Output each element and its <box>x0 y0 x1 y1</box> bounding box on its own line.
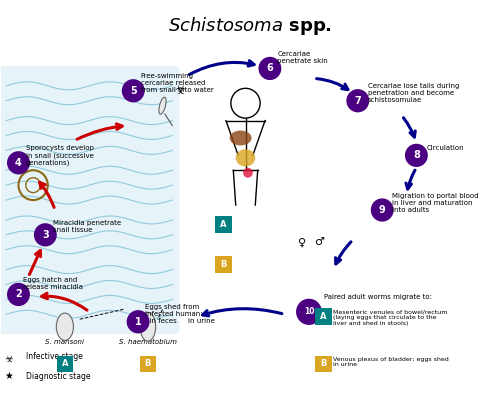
Text: ☣: ☣ <box>174 84 185 97</box>
Text: Paired adult worms migrate to:: Paired adult worms migrate to: <box>324 294 432 300</box>
Text: 4: 4 <box>15 158 22 168</box>
Text: ☣: ☣ <box>4 354 13 364</box>
Text: Miracidia penetrate
snail tissue: Miracidia penetrate snail tissue <box>52 220 121 233</box>
Circle shape <box>34 224 56 246</box>
FancyBboxPatch shape <box>316 356 332 373</box>
Text: Venous plexus of bladder; eggs shed
in urine: Venous plexus of bladder; eggs shed in u… <box>334 357 449 368</box>
Text: 9: 9 <box>379 205 386 215</box>
Ellipse shape <box>230 131 252 145</box>
Text: 2: 2 <box>15 289 22 299</box>
Text: S. mansoni: S. mansoni <box>46 339 84 345</box>
Text: A: A <box>62 360 68 368</box>
Text: Migration to portal blood
in liver and maturation
into adults: Migration to portal blood in liver and m… <box>392 193 478 213</box>
Text: $\it{Schistosoma}$ spp.: $\it{Schistosoma}$ spp. <box>168 15 332 37</box>
Text: 8: 8 <box>413 150 420 160</box>
Text: 1: 1 <box>134 317 141 327</box>
FancyBboxPatch shape <box>215 256 232 273</box>
Text: Cercariae lose tails during
penetration and become
schistosomulae: Cercariae lose tails during penetration … <box>368 83 459 103</box>
Text: Mesenteric venules of bowel/rectum
(laying eggs that circulate to the
liver and : Mesenteric venules of bowel/rectum (layi… <box>334 310 448 326</box>
Text: S. haematobium: S. haematobium <box>119 339 177 345</box>
Text: Eggs shed from
infected human:
  in feces     in urine: Eggs shed from infected human: in feces … <box>146 304 216 324</box>
Ellipse shape <box>56 313 74 340</box>
Circle shape <box>122 80 144 102</box>
FancyBboxPatch shape <box>140 356 156 373</box>
Text: 3: 3 <box>42 230 48 240</box>
Text: 10: 10 <box>304 307 314 316</box>
Text: 5: 5 <box>130 86 136 96</box>
Text: B: B <box>144 360 151 368</box>
Text: A: A <box>320 312 327 321</box>
Text: ♂: ♂ <box>314 237 324 247</box>
Circle shape <box>406 144 427 166</box>
Text: ♀: ♀ <box>298 237 306 247</box>
Ellipse shape <box>236 149 256 167</box>
Text: B: B <box>320 360 327 368</box>
Text: 7: 7 <box>354 96 361 106</box>
Text: Infective stage: Infective stage <box>26 352 82 361</box>
Circle shape <box>372 199 393 221</box>
Text: B: B <box>220 260 226 269</box>
Text: Circulation: Circulation <box>426 145 464 152</box>
Ellipse shape <box>243 168 253 178</box>
Text: Sporocysts develop
in snail (successive
generations): Sporocysts develop in snail (successive … <box>26 145 94 166</box>
Circle shape <box>128 311 149 333</box>
Circle shape <box>347 90 368 112</box>
Text: Cercariae
penetrate skin: Cercariae penetrate skin <box>277 51 328 64</box>
FancyBboxPatch shape <box>215 216 232 234</box>
FancyBboxPatch shape <box>0 66 180 334</box>
Circle shape <box>259 58 280 79</box>
FancyBboxPatch shape <box>316 308 332 325</box>
Text: ★: ★ <box>4 371 13 381</box>
Ellipse shape <box>140 312 156 341</box>
Circle shape <box>8 152 29 174</box>
Circle shape <box>8 284 29 305</box>
Text: 6: 6 <box>266 63 274 73</box>
Circle shape <box>297 299 321 324</box>
Text: Free-swimming
cercariae released
from snail into water: Free-swimming cercariae released from sn… <box>140 74 214 93</box>
Text: Diagnostic stage: Diagnostic stage <box>26 372 90 381</box>
Ellipse shape <box>159 97 166 114</box>
Text: Eggs hatch and
release miracidia: Eggs hatch and release miracidia <box>24 277 84 290</box>
Text: A: A <box>220 220 227 229</box>
FancyBboxPatch shape <box>56 356 73 373</box>
